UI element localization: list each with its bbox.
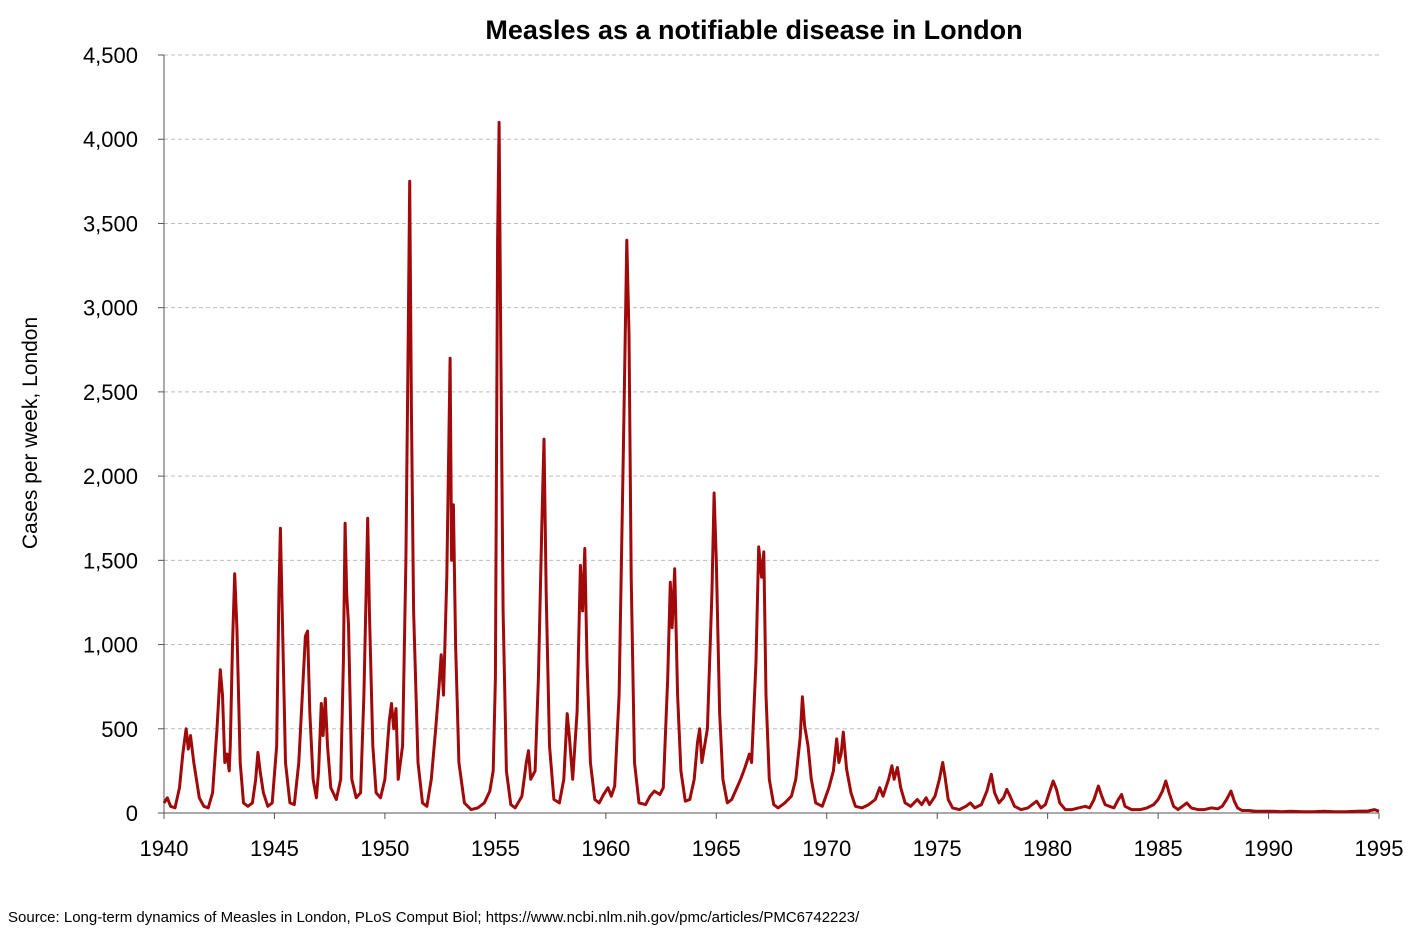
x-tick-label: 1950 <box>360 836 409 861</box>
source-note: Source: Long-term dynamics of Measles in… <box>8 909 860 926</box>
x-tick-label: 1990 <box>1244 836 1293 861</box>
y-tick-label: 2,500 <box>83 380 138 405</box>
y-tick-label: 4,500 <box>83 43 138 68</box>
y-tick-label: 1,500 <box>83 548 138 573</box>
x-tick-label: 1955 <box>471 836 520 861</box>
y-tick-label: 2,000 <box>83 464 138 489</box>
y-axis-ticks: 0 500 1,000 1,500 2,000 2,500 3,000 3,500 4,000 4… <box>83 43 164 826</box>
chart-title: Measles as a notifiable disease in Londo… <box>485 15 1022 45</box>
x-tick-label: 1965 <box>692 836 741 861</box>
y-tick-label: 4,000 <box>83 127 138 152</box>
x-tick-label: 1970 <box>802 836 851 861</box>
x-tick-label: 1945 <box>250 836 299 861</box>
y-tick-label: 0 <box>126 801 138 826</box>
x-tick-label: 1980 <box>1023 836 1072 861</box>
series-line <box>162 120 1380 814</box>
gridlines <box>164 54 1379 730</box>
y-tick-label: 1,000 <box>83 633 138 658</box>
x-tick-label: 1995 <box>1355 836 1404 861</box>
y-tick-label: 3,500 <box>83 211 138 236</box>
y-axis-title: Cases per week, London <box>19 317 42 549</box>
x-tick-label: 1960 <box>581 836 630 861</box>
x-tick-label: 1940 <box>140 836 189 861</box>
x-axis-ticks: 1940 1945 1950 1955 1960 1965 1970 1975 1980 1985… <box>140 813 1404 861</box>
x-tick-label: 1985 <box>1134 836 1183 861</box>
y-tick-label: 3,000 <box>83 296 138 321</box>
y-tick-label: 500 <box>101 717 138 742</box>
x-tick-label: 1975 <box>913 836 962 861</box>
